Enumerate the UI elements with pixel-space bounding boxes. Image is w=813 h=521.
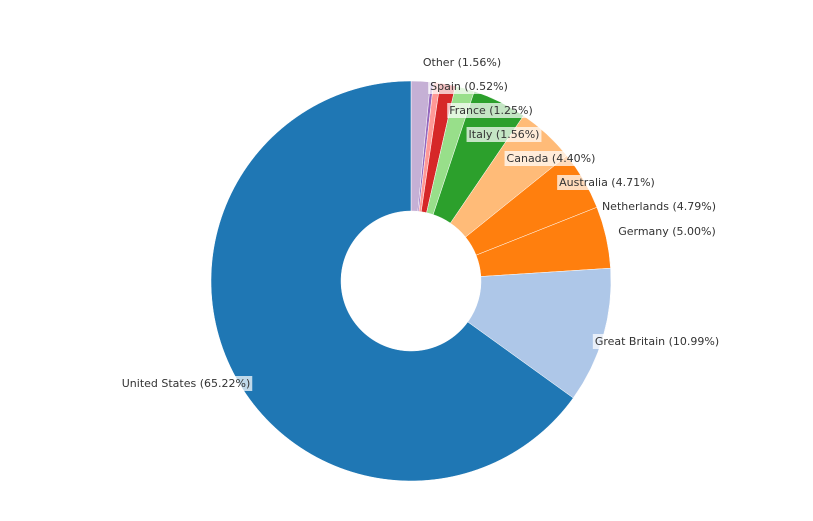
pie-label-background bbox=[557, 175, 657, 190]
pie-label-group-germany: Germany (5.00%) bbox=[616, 224, 718, 239]
pie-label-background bbox=[420, 55, 504, 70]
pie-label-background bbox=[466, 127, 542, 142]
pie-label-group-spain: Spain (0.52%) bbox=[428, 79, 510, 94]
pie-label-group-italy: Italy (1.56%) bbox=[466, 127, 542, 142]
pie-label-germany: Germany (5.00%) bbox=[618, 225, 716, 238]
pie-label-group-great-britain: Great Britain (10.99%) bbox=[592, 334, 722, 349]
pie-label-italy: Italy (1.56%) bbox=[469, 128, 540, 141]
pie-label-australia: Australia (4.71%) bbox=[559, 176, 655, 189]
pie-label-great-britain: Great Britain (10.99%) bbox=[595, 335, 719, 348]
pie-label-netherlands: Netherlands (4.79%) bbox=[602, 200, 716, 213]
pie-label-spain: Spain (0.52%) bbox=[430, 80, 508, 93]
pie-slice-united-states[interactable] bbox=[210, 80, 574, 482]
pie-label-background bbox=[599, 199, 719, 214]
pie-label-group-netherlands: Netherlands (4.79%) bbox=[599, 199, 719, 214]
pie-label-canada: Canada (4.40%) bbox=[507, 152, 596, 165]
pie-slices bbox=[210, 80, 612, 482]
pie-slice-great-britain[interactable] bbox=[467, 267, 612, 399]
pie-label-france: France (1.25%) bbox=[449, 104, 533, 117]
pie-label-background bbox=[428, 79, 510, 94]
pie-label-background bbox=[504, 151, 598, 166]
pie-label-background bbox=[447, 103, 535, 118]
pie-label-group-canada: Canada (4.40%) bbox=[504, 151, 598, 166]
pie-label-background bbox=[616, 224, 718, 239]
pie-labels: Other (1.56%) Spain (0.52%) France (1.25%)… bbox=[119, 55, 722, 391]
pie-label-group-australia: Australia (4.71%) bbox=[557, 175, 657, 190]
pie-label-group-united-states: United States (65.22%) bbox=[119, 376, 253, 391]
pie-label-background bbox=[119, 376, 253, 391]
pie-label-other: Other (1.56%) bbox=[423, 56, 501, 69]
pie-label-group-france: France (1.25%) bbox=[447, 103, 535, 118]
pie-label-background bbox=[592, 334, 722, 349]
pie-label-united-states: United States (65.22%) bbox=[122, 377, 251, 390]
pie-label-group-other: Other (1.56%) bbox=[420, 55, 504, 70]
